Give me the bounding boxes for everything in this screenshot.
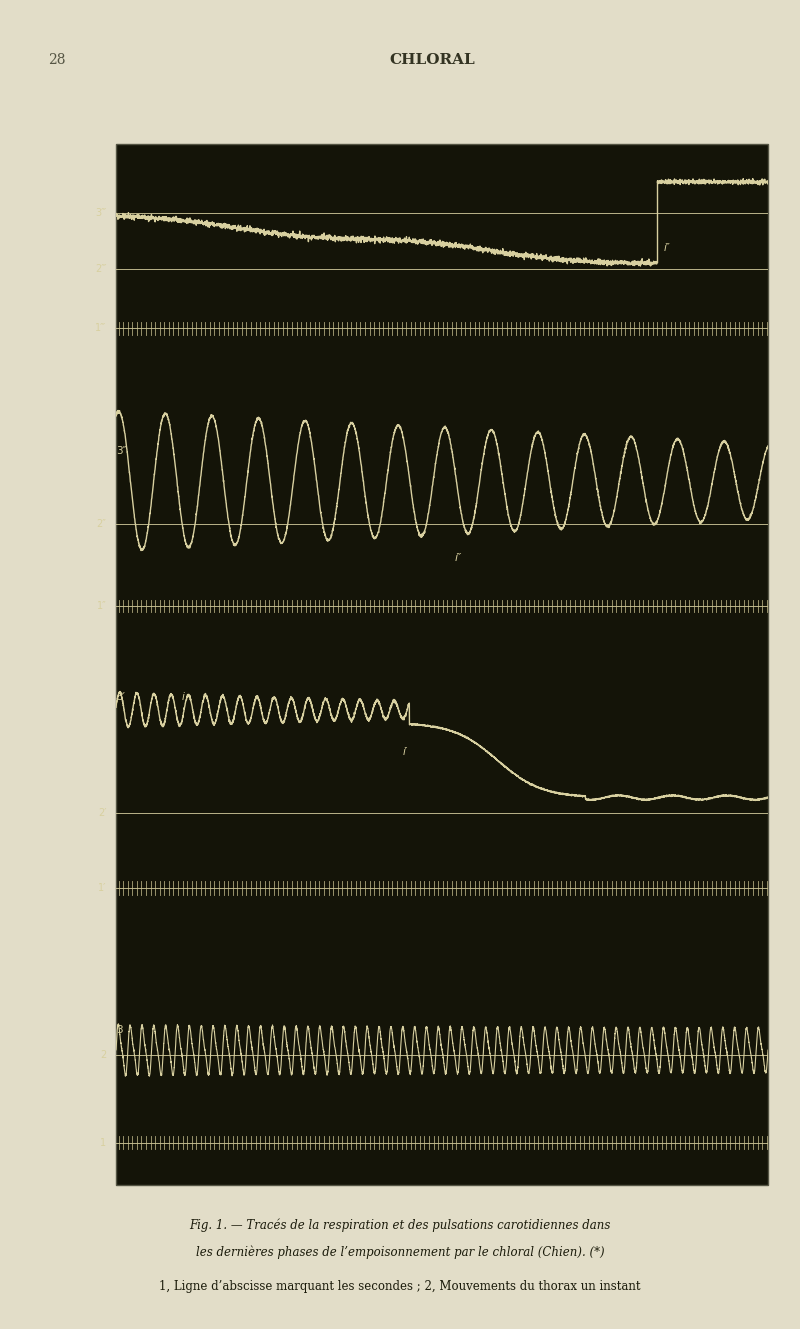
Text: 2″: 2″ xyxy=(97,518,106,529)
Text: i″: i″ xyxy=(664,242,670,253)
Text: 28: 28 xyxy=(48,53,66,66)
Text: 1″: 1″ xyxy=(97,601,106,611)
Text: i′: i′ xyxy=(403,747,408,758)
Text: 2: 2 xyxy=(100,1050,106,1061)
Text: 1, Ligne d’abscisse marquant les secondes ; 2, Mouvements du thorax un instant: 1, Ligne d’abscisse marquant les seconde… xyxy=(159,1280,641,1293)
Text: i: i xyxy=(181,691,184,702)
Text: Fig. 1. — Tracés de la respiration et des pulsations carotidiennes dans: Fig. 1. — Tracés de la respiration et de… xyxy=(190,1219,610,1232)
Bar xyxy=(116,144,768,1185)
Text: 2‴: 2‴ xyxy=(95,264,106,274)
Text: 1‴: 1‴ xyxy=(95,323,106,334)
Text: 1: 1 xyxy=(100,1138,106,1148)
Text: 3′: 3′ xyxy=(117,691,126,702)
Text: 2′: 2′ xyxy=(98,808,106,819)
Text: 3‴: 3‴ xyxy=(95,207,106,218)
Text: les dernières phases de l’empoisonnement par le chloral (Chien). (*): les dernières phases de l’empoisonnement… xyxy=(196,1245,604,1259)
Text: 3″: 3″ xyxy=(116,447,126,456)
Text: CHLORAL: CHLORAL xyxy=(389,53,475,66)
Text: i″: i″ xyxy=(455,553,462,563)
Text: 1′: 1′ xyxy=(98,882,106,893)
Text: 3: 3 xyxy=(117,1025,123,1035)
